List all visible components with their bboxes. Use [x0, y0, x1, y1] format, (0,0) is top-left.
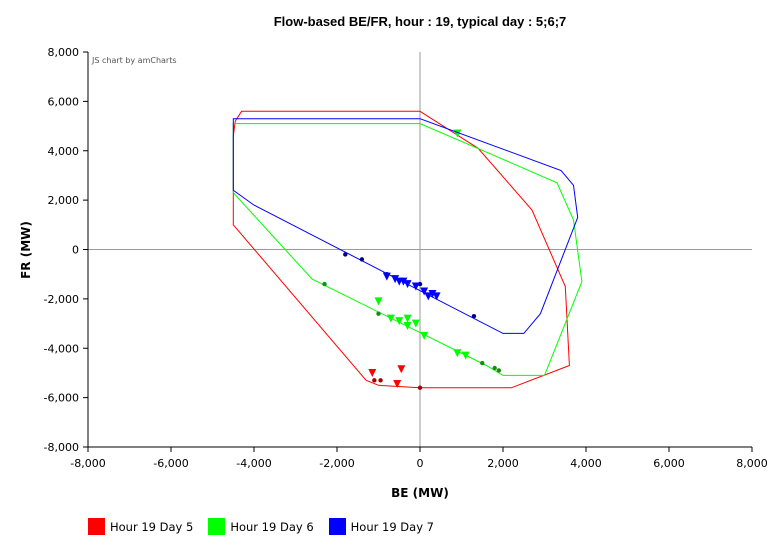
x-tick-label: -8,000 [70, 457, 105, 470]
data-point [322, 281, 327, 287]
y-tick-label: 6,000 [48, 95, 80, 108]
triangle-marker [461, 351, 470, 360]
y-tick-label: -4,000 [44, 342, 79, 355]
series-domain-line [232, 118, 579, 334]
data-point [376, 311, 381, 316]
y-tick-label: 0 [72, 244, 79, 257]
axes [83, 51, 753, 452]
x-tick-label: -2,000 [319, 457, 354, 470]
series-layer [232, 110, 583, 390]
legend-item-1[interactable]: Hour 19 Day 5 [88, 518, 193, 535]
legend-swatch [88, 518, 105, 535]
y-axis-label: FR (MW) [19, 221, 33, 279]
x-tick-label: 0 [417, 457, 424, 470]
triangle-marker [420, 287, 429, 296]
y-tick-label: 8,000 [48, 46, 80, 59]
triangle-marker [382, 272, 391, 281]
legend-swatch [208, 518, 226, 535]
x-axis-label: BE (MW) [391, 486, 449, 500]
amcharts-credit[interactable]: JS chart by amCharts [91, 56, 177, 65]
triangle-marker [397, 365, 406, 374]
legend-swatch [328, 518, 346, 535]
triangle-marker [424, 292, 433, 301]
legend-label: Hour 19 Day 5 [110, 519, 194, 534]
triangle-marker [391, 275, 400, 284]
triangle-marker [411, 282, 420, 291]
legend-label: Hour 19 Day 6 [230, 519, 314, 534]
triangle-marker [393, 380, 402, 389]
x-tick-label: 2,000 [487, 457, 519, 470]
data-point [480, 360, 485, 366]
data-point [496, 368, 502, 373]
x-tick-label: 6,000 [653, 457, 685, 470]
triangle-marker [399, 277, 408, 286]
legend-item-2[interactable]: Hour 19 Day 6 [208, 518, 314, 535]
legend-item-3[interactable]: Hour 19 Day 7 [328, 518, 434, 535]
y-tick-label: 2,000 [48, 194, 80, 207]
triangle-marker [428, 289, 437, 298]
x-tick-label: -4,000 [236, 457, 271, 470]
y-tick-label: -2,000 [44, 293, 79, 306]
series-1 [232, 110, 570, 390]
data-point [492, 365, 497, 371]
data-point [417, 385, 423, 390]
data-point [359, 257, 365, 262]
triangle-marker [403, 322, 412, 331]
y-tick-label: -8,000 [44, 441, 79, 454]
legend: Hour 19 Day 5 Hour 19 Day 6 Hour 19 Day 7 [88, 518, 449, 535]
triangle-marker [403, 280, 412, 289]
triangle-marker [395, 317, 404, 326]
y-tick-labels: 8,000 6,000 4,000 2,000 0 -2,000 -4,000 -6,000 -… [44, 46, 79, 454]
data-point [471, 313, 477, 319]
x-tick-label: -6,000 [153, 457, 188, 470]
x-tick-label: 4,000 [570, 457, 602, 470]
triangle-marker [374, 297, 383, 306]
x-tick-label: 8,000 [736, 457, 768, 470]
data-point [378, 378, 383, 383]
y-tick-label: -6,000 [44, 392, 79, 405]
triangle-marker [453, 349, 462, 358]
triangle-marker [403, 314, 412, 323]
data-point [343, 252, 348, 257]
triangle-marker [368, 368, 377, 377]
x-tick-labels: -8,000 -6,000 -4,000 -2,000 0 2,000 4,000 6,000… [70, 457, 767, 470]
triangle-marker [432, 292, 441, 301]
y-tick-label: 4,000 [48, 145, 80, 158]
triangle-marker [386, 314, 395, 323]
triangle-marker [420, 331, 429, 340]
chart-title: Flow-based BE/FR, hour : 19, typical day… [274, 14, 567, 29]
triangle-marker [411, 319, 420, 328]
legend-label: Hour 19 Day 7 [350, 519, 434, 534]
data-point [372, 378, 377, 383]
series-3 [232, 118, 579, 334]
